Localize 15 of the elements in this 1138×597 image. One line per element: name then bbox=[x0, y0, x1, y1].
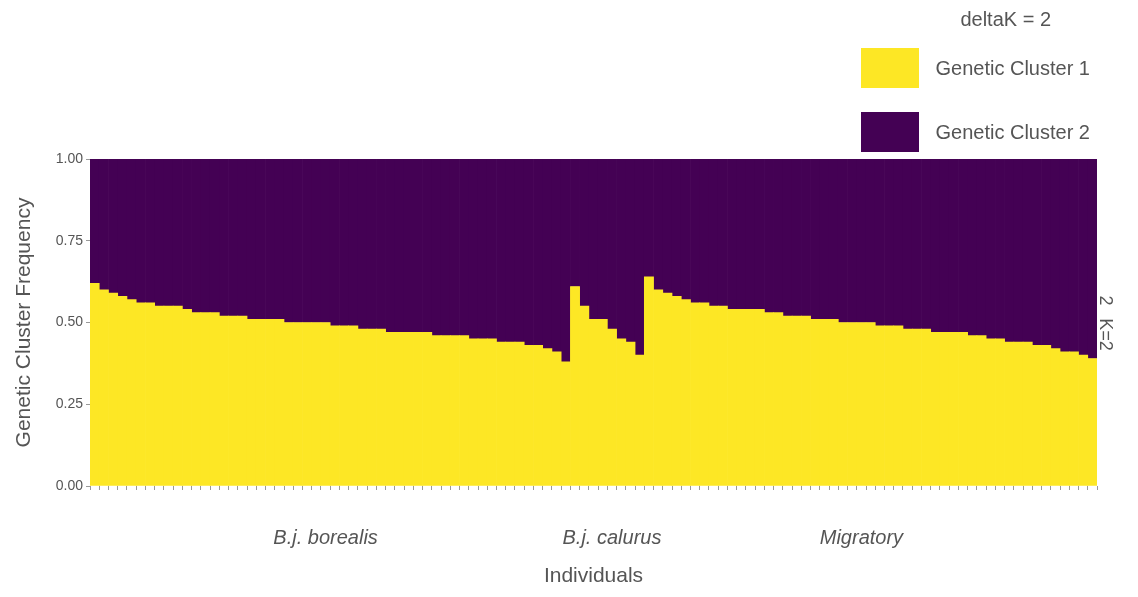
x-tick-label: B.j. calurus bbox=[562, 525, 662, 548]
x-tick-label: Migratory bbox=[819, 525, 905, 548]
legend-label: Genetic Cluster 2 bbox=[935, 120, 1090, 144]
annotation: K=2 bbox=[1096, 318, 1117, 351]
legend-label: Genetic Cluster 1 bbox=[935, 56, 1090, 80]
y-axis-title: Genetic Cluster Frequency bbox=[11, 197, 35, 448]
y-tick-label: 1.00 bbox=[55, 149, 84, 166]
x-tick-label: B.j. borealis bbox=[273, 525, 378, 548]
annotation: 2 bbox=[1096, 295, 1117, 306]
legend-title: deltaK = 2 bbox=[959, 8, 1053, 32]
y-tick-label: 0.50 bbox=[55, 313, 84, 330]
y-tick-label: 0.25 bbox=[55, 395, 84, 412]
y-tick-label: 0.75 bbox=[55, 231, 84, 248]
y-tick-label: 0.00 bbox=[55, 476, 84, 493]
x-axis-title: Individuals bbox=[543, 563, 644, 587]
